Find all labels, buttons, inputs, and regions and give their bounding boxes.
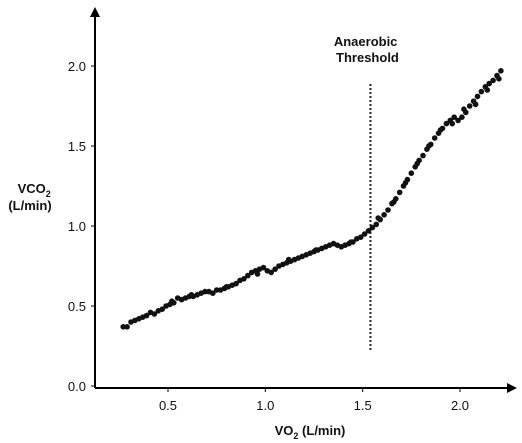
data-point [451,114,458,120]
data-point [223,284,230,290]
data-point [396,189,403,196]
x-tick-label: 1.5 [354,398,372,413]
data-point [233,280,239,287]
data-point [213,287,220,293]
x-axis-ticks: 0.5 1.0 1.5 2.0 [159,388,469,413]
x-axis-title-unit: (L/min) [298,423,345,438]
data-point [498,68,504,74]
data-point [357,234,364,240]
threshold-label-line-1: Anaerobic [334,34,398,49]
data-point [202,288,208,295]
data-point [254,271,261,277]
x-axis-title-main: VO [275,423,294,438]
data-point [414,160,421,167]
y-tick-label: 1.0 [68,219,86,234]
data-point [210,290,216,297]
data-point [431,135,438,141]
x-axis-title: VO2 (L/min) [275,423,346,441]
data-point [348,239,354,245]
data-point [188,292,195,298]
data-point [472,101,479,108]
data-point [484,87,491,93]
data-point [143,312,150,319]
y-axis-ticks: 0.0 0.5 1.0 1.5 2.0 [68,59,95,394]
threshold-label-line-2: Threshold [336,50,399,65]
data-point [461,106,467,112]
data-point [169,298,175,305]
y-tick-label: 0.0 [68,379,86,394]
data-point [365,228,372,234]
y-tick-label: 1.5 [68,139,86,154]
data-point [151,311,158,317]
data-point [449,120,456,127]
y-tick-label: 2.0 [68,59,86,74]
x-tick-label: 2.0 [451,398,469,413]
data-point [455,117,461,124]
data-point [496,76,502,82]
data-point [437,127,444,133]
data-point [466,103,473,109]
data-point [375,215,382,221]
data-point [369,224,376,231]
y-tick-label: 0.5 [68,299,86,314]
data-point [124,324,130,330]
data-point [490,77,496,84]
data-point [241,276,247,282]
data-point [361,231,368,237]
data-point [408,170,415,176]
data-point [245,272,251,279]
data-point [159,306,165,313]
data-point [285,256,292,263]
y-axis-title-unit: (L/min) [8,198,51,213]
data-point [120,324,126,330]
x-axis-title-subscript: 2 [293,431,298,441]
x-tick-label: 0.5 [159,398,177,413]
data-point [381,212,387,218]
data-point [373,221,380,228]
data-point [272,266,278,273]
data-point [459,114,465,120]
y-axis-title-main: VCO [18,181,46,196]
data-point [391,199,397,205]
data-point [474,93,481,100]
y-axis-title-subscript: 2 [46,189,51,199]
data-point [260,264,267,271]
y-axis-title: VCO2 (L/min) [8,181,54,213]
data-points [120,68,504,330]
data-point [426,143,432,149]
data-point [478,88,485,95]
data-point [402,180,409,186]
data-point [443,120,450,127]
x-tick-label: 1.0 [256,398,274,413]
data-point [486,80,493,87]
data-point [420,152,426,159]
data-point [385,207,391,213]
data-point [313,247,319,253]
data-point [268,269,275,276]
threshold-label: Anaerobic Threshold [334,34,401,65]
